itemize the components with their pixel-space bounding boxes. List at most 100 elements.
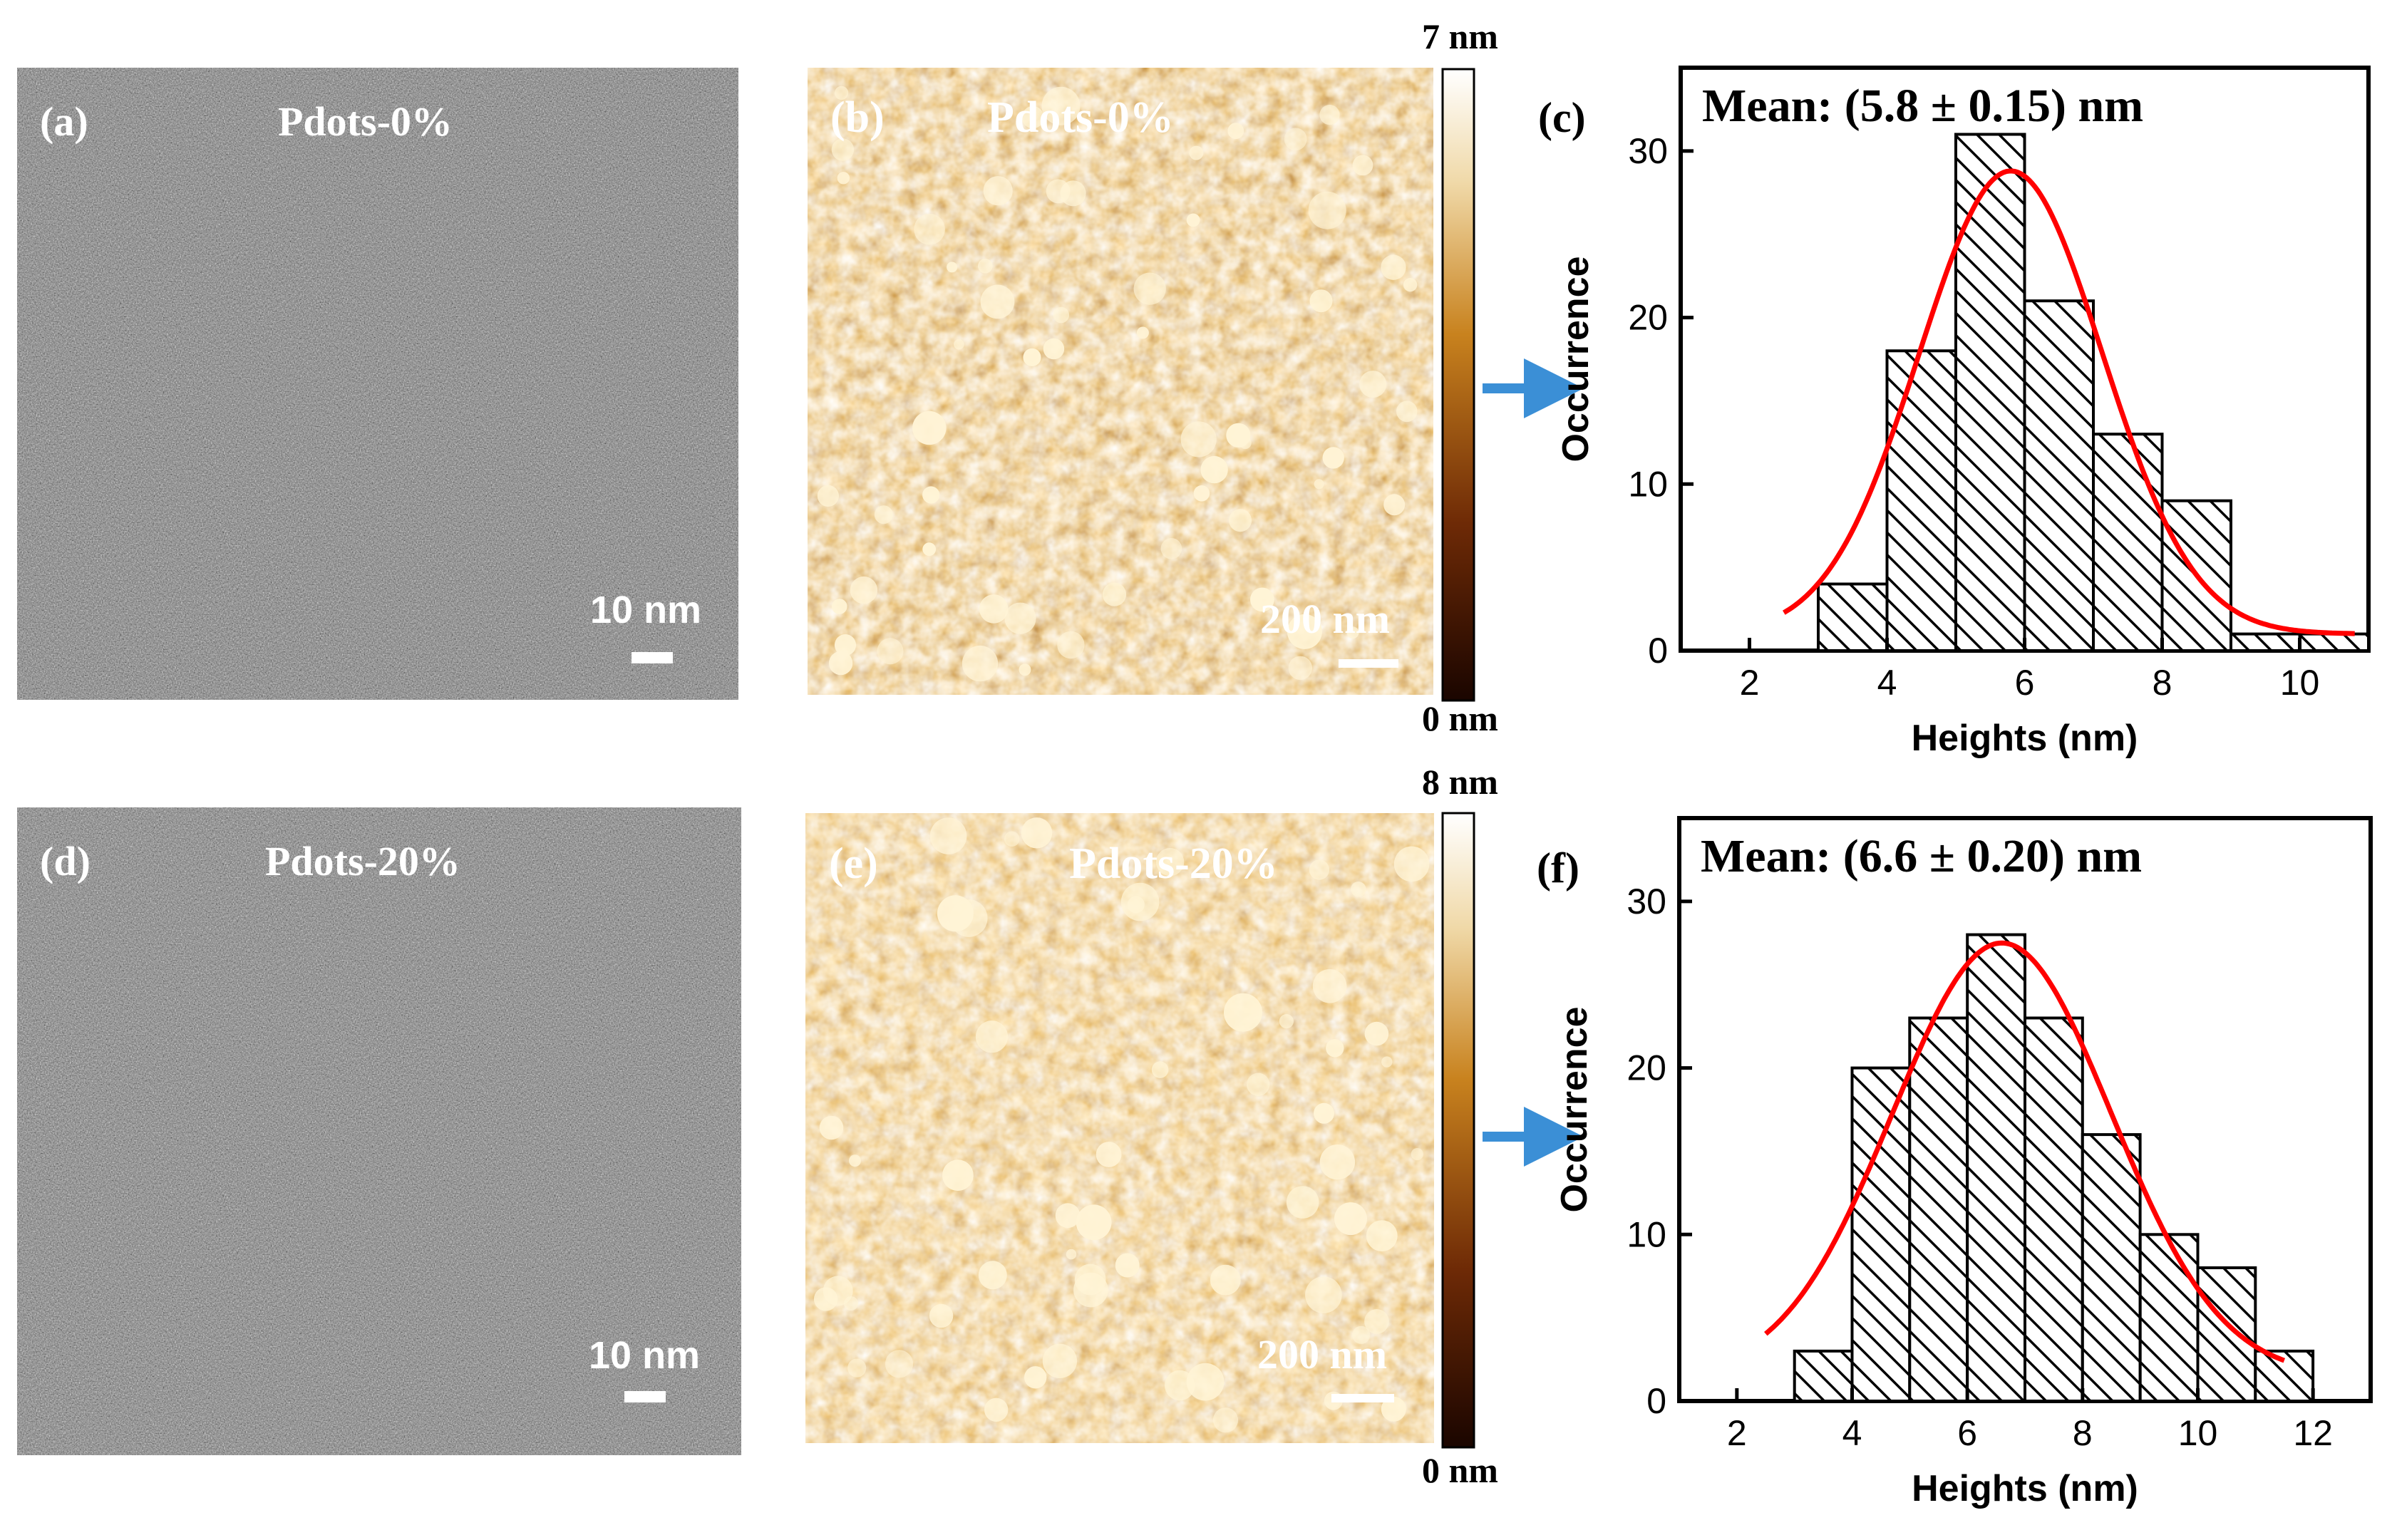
afm-particle <box>1226 423 1251 448</box>
afm-particle <box>847 1358 867 1378</box>
afm-particle <box>1076 1204 1112 1241</box>
bar-f-3 <box>1966 933 2026 1402</box>
afm-particle <box>1287 614 1322 649</box>
afm-particle <box>979 594 1009 624</box>
afm-particle <box>1043 338 1065 360</box>
afm-particle <box>984 1397 1009 1422</box>
afm-particle <box>1288 656 1313 680</box>
afm-particle <box>1074 1263 1106 1296</box>
afm-particle <box>1041 86 1081 125</box>
bar-f-0 <box>1793 1349 1854 1403</box>
bar-c-2 <box>1954 133 2026 652</box>
afm-particle <box>983 176 1013 206</box>
ylabel-c: Occurrence <box>1555 256 1597 462</box>
afm-particle <box>1155 847 1185 877</box>
afm-particles-b <box>817 86 1418 682</box>
afm-particle <box>885 1350 914 1378</box>
xtick-label-f-2: 6 <box>1957 1413 1977 1453</box>
colorbar-e <box>1441 812 1475 1449</box>
histogram-f: 2 4 6 8 10 12 0 10 20 30 Heights (nm) Occurrence Mea… <box>1537 816 2373 1509</box>
ytick-label-c-1: 10 <box>1628 464 1668 504</box>
afm-particle <box>1021 106 1044 129</box>
afm-particle <box>1042 1343 1078 1379</box>
afm-particle <box>1115 1253 1140 1278</box>
bar-c-4 <box>2092 433 2164 652</box>
afm-particle <box>819 1115 844 1140</box>
afm-particle <box>850 576 878 604</box>
panel-title-d: Pdots-20% <box>265 838 460 884</box>
colorbar-e-max: 8 nm <box>1422 762 1498 802</box>
afm-particle <box>1359 371 1387 398</box>
xlabel-f: Heights (nm) <box>1912 1468 2138 1509</box>
ytick-label-f-3: 30 <box>1627 882 1666 921</box>
afm-particle <box>1393 846 1430 882</box>
afm-particle <box>1250 587 1274 612</box>
afm-particle <box>834 634 857 656</box>
afm-particle <box>874 505 893 524</box>
scale-bar-d <box>624 1391 666 1402</box>
chart-title-f: Mean: (6.6 ± 0.20) nm <box>1701 830 2142 882</box>
afm-particle <box>1352 1325 1371 1344</box>
xtick-label-f-0: 2 <box>1727 1413 1747 1453</box>
afm-particle <box>1024 1366 1047 1389</box>
fit-curve-f <box>1764 940 2286 1363</box>
xtick-label-c-4: 10 <box>2280 663 2320 703</box>
xtick-label-f-1: 4 <box>1842 1413 1862 1453</box>
afm-particle <box>1403 278 1418 292</box>
afm-particle <box>1381 1396 1406 1422</box>
ytick-label-c-0: 0 <box>1648 631 1668 671</box>
panel-label-b: (b) <box>830 93 885 142</box>
afm-particle <box>962 645 999 682</box>
colorbar-e-min: 0 nm <box>1422 1450 1498 1490</box>
afm-particles-e <box>813 817 1430 1433</box>
afm-particle <box>929 1303 954 1328</box>
afm-particle <box>1096 1142 1122 1167</box>
xtick-label-f-3: 8 <box>2073 1413 2093 1453</box>
bar-c-0 <box>1817 582 1889 652</box>
afm-particle <box>828 651 853 676</box>
chart-title-c: Mean: (5.8 ± 0.15) nm <box>1702 80 2143 132</box>
scale-bar-a <box>632 652 673 663</box>
bar-c-6 <box>2230 632 2301 652</box>
afm-particle <box>1309 289 1333 313</box>
bar-f-1 <box>1850 1066 1912 1402</box>
colorbar-b-max: 7 nm <box>1422 16 1498 56</box>
afm-particle <box>1120 882 1160 921</box>
afm-particle <box>1314 479 1324 490</box>
panel-title-a: Pdots-0% <box>278 98 453 145</box>
afm-particle <box>1210 1264 1241 1296</box>
panel-label-c: (c) <box>1538 94 1586 141</box>
afm-particle <box>1019 663 1031 676</box>
afm-particle <box>1186 213 1200 227</box>
panel-title-b: Pdots-0% <box>987 93 1174 142</box>
panel-label-e: (e) <box>829 839 878 888</box>
panel-label-d: (d) <box>40 838 91 884</box>
fit-curve-c <box>1782 168 2355 636</box>
afm-particle <box>1334 1202 1367 1236</box>
afm-particle <box>1366 1220 1398 1251</box>
afm-particle <box>1279 1014 1294 1029</box>
afm-particle <box>1326 1039 1344 1058</box>
afm-particle <box>929 817 967 854</box>
afm-particle <box>1322 447 1344 469</box>
afm-particle <box>1309 859 1330 880</box>
scale-bar-b <box>1339 659 1398 668</box>
colorbar-b <box>1441 68 1475 702</box>
afm-particle <box>1351 882 1366 897</box>
afm-particle <box>849 1154 861 1167</box>
afm-particle <box>978 259 993 274</box>
xtick-label-c-2: 6 <box>2015 663 2035 703</box>
afm-particle <box>1346 626 1359 639</box>
afm-particle <box>877 638 904 665</box>
afm-particle <box>1352 155 1373 176</box>
afm-particle <box>1224 993 1262 1032</box>
panel-d: (d) Pdots-20% 10 nm <box>17 807 741 1455</box>
xlabel-c: Heights (nm) <box>1912 718 2138 759</box>
afm-image-e <box>805 813 1434 1443</box>
afm-particle <box>823 1276 853 1306</box>
afm-particle <box>914 213 945 245</box>
afm-particle <box>1180 421 1217 458</box>
scale-label-a: 10 nm <box>590 589 701 631</box>
afm-particle <box>1212 1407 1239 1433</box>
afm-particle <box>1305 1276 1342 1313</box>
